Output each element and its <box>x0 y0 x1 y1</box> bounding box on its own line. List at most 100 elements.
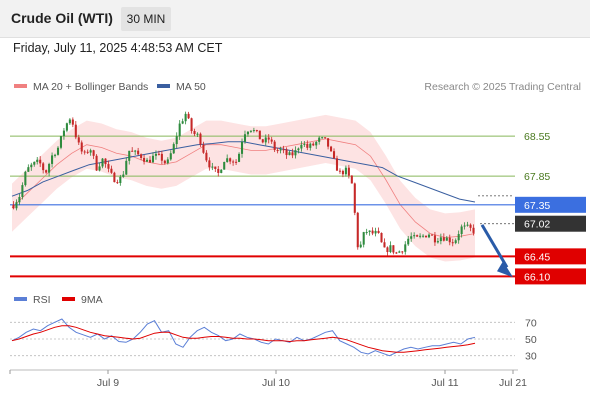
candle-body <box>104 158 107 165</box>
legend-label-rsi-ma: 9MA <box>81 294 103 306</box>
candle-body <box>448 237 451 243</box>
candle-body <box>436 241 439 243</box>
candle-body <box>140 154 143 158</box>
x-axis: Jul 9 Jul 10 Jul 11 Jul 21 <box>9 370 527 389</box>
candle-body <box>27 167 30 172</box>
candle-body <box>291 152 294 156</box>
candle-body <box>166 159 169 164</box>
candle-body <box>163 160 166 164</box>
candle-body <box>353 183 356 213</box>
candle-body <box>350 175 353 184</box>
forecast-arrow-head <box>497 261 513 278</box>
pivot-label: 67.35 <box>524 200 550 212</box>
rsi-tick-label: 50 <box>525 334 537 346</box>
candle-body <box>62 130 65 137</box>
candle-body <box>303 143 306 145</box>
candle-body <box>157 153 160 155</box>
candle-body <box>21 185 24 197</box>
candle-body <box>297 148 300 151</box>
candle-body <box>137 150 140 155</box>
candle-body <box>232 161 235 163</box>
candle-body <box>255 130 258 132</box>
candle-body <box>451 242 454 244</box>
candle-body <box>243 134 247 142</box>
candle-body <box>56 147 60 155</box>
candle-body <box>65 123 68 131</box>
candle-body <box>341 170 344 175</box>
candle-body <box>249 130 252 132</box>
candle-body <box>371 230 374 234</box>
legend-label-rsi: RSI <box>33 294 51 306</box>
x-tick-label: Jul 9 <box>97 377 119 389</box>
candle-body <box>214 166 217 169</box>
support-label: 66.45 <box>524 251 550 263</box>
forecast-arrow-shaft <box>480 224 509 269</box>
candle-body <box>101 158 104 167</box>
candle-body <box>404 244 407 252</box>
candle-body <box>454 240 457 244</box>
candle-body <box>238 153 241 162</box>
candle-body <box>220 169 223 173</box>
candle-body <box>327 138 330 147</box>
candle-body <box>193 130 196 135</box>
x-tick-label: Jul 21 <box>499 377 527 389</box>
candle-body <box>134 150 137 152</box>
candle-body <box>110 168 113 173</box>
candle-body <box>445 237 448 241</box>
candle-body <box>199 133 202 145</box>
candle-body <box>178 123 181 137</box>
candle-body <box>285 149 288 156</box>
candle-body <box>39 159 42 164</box>
candle-body <box>380 232 383 243</box>
candle-body <box>457 234 460 241</box>
x-tick-label: Jul 11 <box>431 377 458 389</box>
candle-body <box>362 232 365 245</box>
candle-body <box>395 252 398 254</box>
candle-body <box>107 164 110 169</box>
candle-body <box>113 172 116 183</box>
legend-label-bollinger: MA 20 + Bollinger Bands <box>33 81 148 93</box>
candle-body <box>36 159 39 162</box>
candle-body <box>442 237 445 241</box>
candle-body <box>116 182 119 184</box>
candle-body <box>398 251 401 253</box>
candle-body <box>347 167 350 176</box>
candle-body <box>148 159 152 163</box>
candle-body <box>324 137 327 139</box>
candle-body <box>184 113 187 122</box>
candle-body <box>190 118 193 131</box>
legend-swatch-rsi <box>14 297 27 301</box>
candle-body <box>413 235 416 237</box>
candle-body <box>422 235 425 237</box>
candle-body <box>472 227 475 233</box>
candle-body <box>128 150 131 161</box>
candle-body <box>267 137 270 140</box>
timeframe-button[interactable]: 30 MIN <box>121 7 171 31</box>
rsi-tick-label: 70 <box>525 317 537 329</box>
support-label: 66.10 <box>524 271 550 283</box>
candle-body <box>294 150 297 156</box>
candle-body <box>24 171 27 186</box>
candle-body <box>377 230 380 233</box>
bollinger-band <box>12 114 475 262</box>
candle-body <box>258 130 261 140</box>
pivot-tag <box>515 196 586 213</box>
resistance-label: 68.55 <box>524 131 550 143</box>
candle-body <box>273 141 276 151</box>
candle-body <box>80 142 83 152</box>
candle-body <box>95 155 98 171</box>
candle-body <box>246 131 249 135</box>
candle-body <box>154 153 157 156</box>
candle-body <box>430 234 434 236</box>
candle-body <box>424 235 428 238</box>
candle-body <box>202 144 205 153</box>
candle-body <box>169 153 172 160</box>
candle-body <box>45 170 48 173</box>
rsi-panel: 70 50 30 <box>10 317 537 363</box>
candle-body <box>344 167 347 175</box>
candle-body <box>338 170 341 172</box>
candle-body <box>187 113 190 119</box>
legend-label-ma50: MA 50 <box>176 81 206 93</box>
candle-body <box>270 139 273 142</box>
